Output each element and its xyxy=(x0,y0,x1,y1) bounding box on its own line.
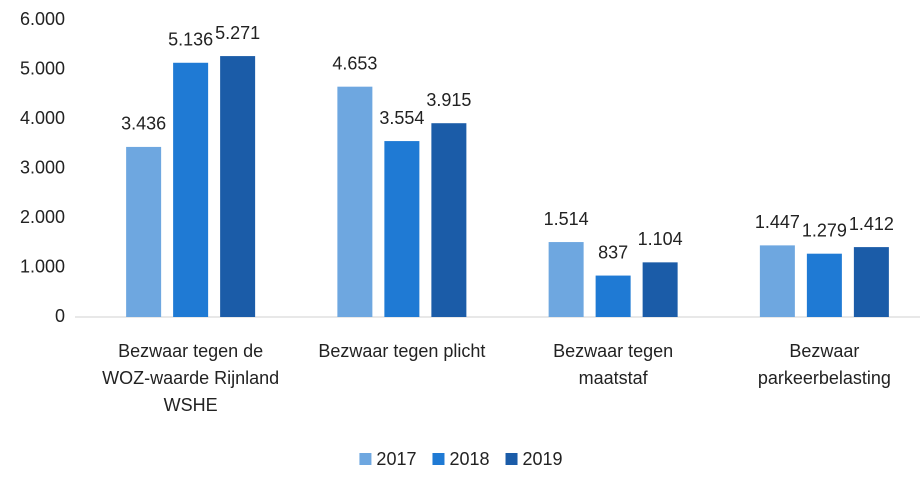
bar xyxy=(642,262,678,317)
data-label: 1.412 xyxy=(849,214,894,234)
legend-swatch xyxy=(359,453,372,465)
legend-label: 2019 xyxy=(523,449,563,469)
data-label: 5.136 xyxy=(168,30,213,50)
x-tick-label: Bezwaar tegen de WOZ-waarde Rijnland WSHE xyxy=(102,341,279,415)
legend: 2017 2018 2019 xyxy=(359,449,563,469)
legend-swatch xyxy=(505,453,518,465)
bar xyxy=(806,253,842,317)
bar xyxy=(173,62,209,317)
data-label: 1.447 xyxy=(755,212,800,232)
data-label: 3.436 xyxy=(121,114,166,134)
data-label: 3.554 xyxy=(379,108,424,128)
y-tick-label: 1.000 xyxy=(20,256,65,276)
bar xyxy=(853,247,889,317)
data-label: 4.653 xyxy=(332,53,377,73)
bar xyxy=(337,86,373,317)
legend-swatch xyxy=(432,453,445,465)
y-tick-label: 4.000 xyxy=(20,108,65,128)
bar xyxy=(759,245,795,317)
y-tick-label: 3.000 xyxy=(20,157,65,177)
y-tick-label: 6.000 xyxy=(20,9,65,29)
data-label: 837 xyxy=(598,242,628,262)
data-label: 1.279 xyxy=(802,220,847,240)
legend-label: 2017 xyxy=(376,449,416,469)
y-tick-label: 5.000 xyxy=(20,58,65,78)
x-tick-label: Bezwaar tegen maatstaf xyxy=(553,341,673,388)
bar xyxy=(431,123,467,318)
data-label: 1.104 xyxy=(638,229,683,249)
x-tick-label: Bezwaar tegen plicht xyxy=(318,341,485,361)
legend-label: 2018 xyxy=(449,449,489,469)
bar xyxy=(595,275,631,317)
data-label: 3.915 xyxy=(426,90,471,110)
x-tick-label: Bezwaar parkeerbelasting xyxy=(758,341,891,388)
y-tick-label: 0 xyxy=(55,306,65,326)
data-label: 1.514 xyxy=(544,209,589,229)
data-label: 5.271 xyxy=(215,23,260,43)
bar xyxy=(220,56,256,317)
bar xyxy=(384,141,420,317)
bar xyxy=(548,242,584,317)
bar xyxy=(126,146,162,317)
y-tick-label: 2.000 xyxy=(20,207,65,227)
